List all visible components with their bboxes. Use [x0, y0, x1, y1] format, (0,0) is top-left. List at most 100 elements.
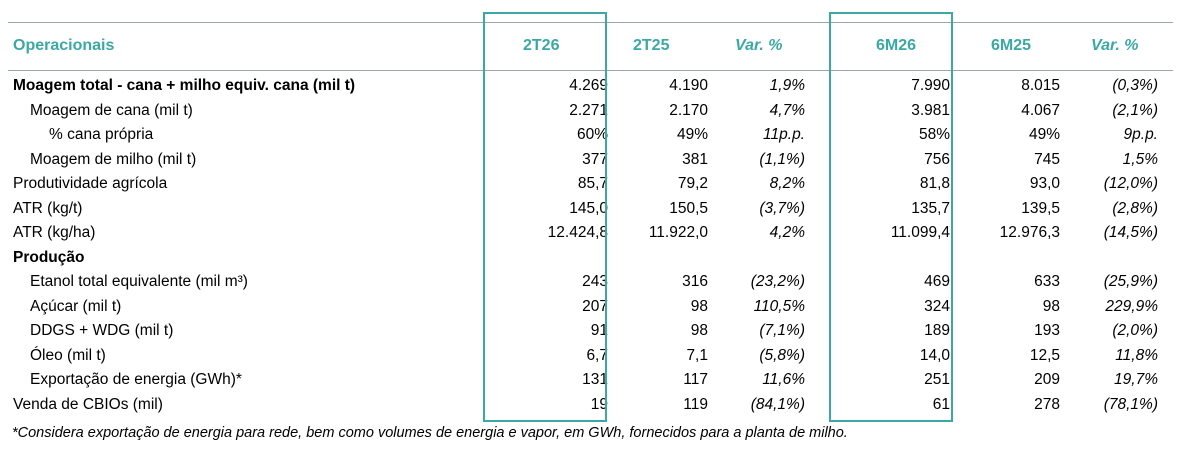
value-6m26: 469	[924, 273, 950, 290]
value-2t25: 98	[690, 297, 708, 315]
table-row: Moagem de cana (mil t) 2.271 2.170 4,7% 3.98…	[8, 99, 1173, 124]
row-label: Etanol total equivalente (mil m³)	[30, 273, 248, 290]
value-var-quarter: 11,6%	[762, 371, 805, 388]
row-label: Moagem de milho (mil t)	[30, 150, 197, 168]
value-var-quarter: (7,1%)	[759, 322, 805, 339]
row-label: Moagem de cana (mil t)	[30, 101, 193, 119]
value-2t26: 145,0	[569, 199, 608, 217]
value-var-semester: 1,5%	[1122, 150, 1158, 168]
value-6m26: 11.099,4	[890, 224, 950, 241]
value-6m25: 209	[1034, 371, 1060, 388]
value-6m26: 189	[924, 322, 950, 339]
value-6m25: 193	[1034, 322, 1060, 339]
value-2t25: 98	[690, 322, 708, 339]
footnote: *Considera exportação de energia para re…	[12, 425, 848, 441]
value-2t25: 381	[682, 150, 708, 168]
value-6m26: 3.981	[911, 101, 950, 119]
row-label: Produtividade agrícola	[13, 175, 168, 192]
highlight-6m26-column	[829, 12, 953, 422]
value-var-quarter: 110,5%	[753, 297, 805, 315]
value-2t25: 316	[682, 273, 708, 290]
value-2t25: 4.190	[669, 77, 708, 94]
row-label: Óleo (mil t)	[30, 346, 106, 364]
table-row: Venda de CBIOs (mil) 19 119 (84,1%) 61 278 (78…	[8, 393, 1173, 418]
row-label: Moagem total - cana + milho equiv. cana …	[13, 77, 356, 94]
row-label: ATR (kg/t)	[13, 199, 83, 217]
table-row: Etanol total equivalente (mil m³) 243 316 (…	[8, 270, 1173, 295]
value-2t26: 207	[582, 297, 608, 315]
value-var-quarter: (84,1%)	[750, 395, 805, 413]
row-label: Venda de CBIOs (mil)	[13, 395, 163, 413]
value-var-semester: (2,1%)	[1112, 101, 1158, 119]
header-col-6m25: 6M25	[991, 37, 1032, 54]
table-row: Açúcar (mil t) 207 98 110,5% 324 98 229,9%	[8, 295, 1173, 320]
value-var-semester: (25,9%)	[1103, 273, 1158, 290]
header-col-var-quarter: Var. %	[735, 37, 783, 54]
value-6m25: 4.067	[1021, 101, 1060, 119]
table-row: Produção	[8, 246, 1173, 271]
value-6m25: 8.015	[1021, 77, 1060, 94]
value-var-semester: 11,8%	[1115, 346, 1158, 364]
value-6m25: 98	[1042, 297, 1060, 315]
value-6m25: 278	[1034, 395, 1060, 413]
value-var-quarter: 4,2%	[769, 224, 805, 241]
table-row: Moagem total - cana + milho equiv. cana …	[8, 74, 1173, 99]
value-2t26: 377	[582, 150, 608, 168]
value-2t25: 119	[683, 395, 708, 413]
value-2t26: 131	[582, 371, 608, 388]
header-col-2t25: 2T25	[633, 37, 670, 54]
table-row: % cana própria 60% 49% 11p.p. 58% 49% 9p.p.	[8, 123, 1173, 148]
value-6m26: 81,8	[919, 175, 950, 192]
table-header: Operacionais 2T26 2T25 Var. % 6M26 6M25 …	[8, 22, 1173, 70]
row-label: DDGS + WDG (mil t)	[30, 322, 174, 339]
value-2t26: 12.424,8	[547, 224, 608, 241]
value-var-quarter: (23,2%)	[750, 273, 805, 290]
value-6m26: 14,0	[919, 346, 950, 364]
table-row: DDGS + WDG (mil t) 91 98 (7,1%) 189 193 (2,0%)	[8, 319, 1173, 344]
value-var-quarter: 8,2%	[769, 175, 805, 192]
value-6m26: 251	[924, 371, 950, 388]
value-var-quarter: 11p.p.	[763, 126, 805, 143]
value-var-semester: (12,0%)	[1103, 175, 1158, 192]
value-2t25: 79,2	[677, 175, 708, 192]
table-row: Exportação de energia (GWh)* 131 117 11,6% 2…	[8, 368, 1173, 393]
row-label: % cana própria	[49, 126, 154, 143]
value-var-semester: (0,3%)	[1112, 77, 1158, 94]
value-6m26: 61	[932, 395, 950, 413]
value-6m25: 633	[1034, 273, 1060, 290]
value-var-quarter: 4,7%	[769, 101, 805, 119]
header-col-6m26: 6M26	[876, 37, 917, 54]
value-6m25: 745	[1034, 150, 1060, 168]
header-bottom-rule	[8, 70, 1173, 71]
table-row: ATR (kg/t) 145,0 150,5 (3,7%) 135,7 139,5 (2,8…	[8, 197, 1173, 222]
table-row: Óleo (mil t) 6,7 7,1 (5,8%) 14,0 12,5 11,8%	[8, 344, 1173, 369]
value-2t26: 85,7	[577, 175, 608, 192]
value-2t26: 91	[590, 322, 608, 339]
value-2t25: 117	[683, 371, 708, 388]
value-2t25: 11.922,0	[648, 224, 708, 241]
header-title: Operacionais	[13, 37, 115, 54]
value-2t25: 49%	[676, 126, 708, 143]
header-col-2t26: 2T26	[523, 37, 560, 54]
value-var-semester: 9p.p.	[1123, 126, 1158, 143]
value-var-semester: (78,1%)	[1103, 395, 1158, 413]
row-label: Açúcar (mil t)	[30, 297, 122, 315]
value-6m26: 756	[924, 150, 950, 168]
value-6m26: 58%	[918, 126, 950, 143]
value-6m26: 324	[924, 297, 950, 315]
value-2t25: 7,1	[686, 346, 708, 364]
value-6m25: 12.976,3	[999, 224, 1060, 241]
value-2t25: 150,5	[669, 199, 708, 217]
value-var-quarter: (3,7%)	[759, 199, 805, 217]
value-var-quarter: 1,9%	[769, 77, 805, 94]
value-2t26: 60%	[576, 126, 608, 143]
highlight-2t26-column	[483, 12, 607, 422]
value-2t26: 6,7	[586, 346, 608, 364]
header-col-var-semester: Var. %	[1091, 37, 1139, 54]
header-top-rule	[8, 22, 1173, 23]
value-2t26: 4.269	[569, 77, 608, 94]
value-6m25: 93,0	[1029, 175, 1060, 192]
value-2t26: 243	[582, 273, 608, 290]
table-row: Moagem de milho (mil t) 377 381 (1,1%) 756 74…	[8, 148, 1173, 173]
table-row: ATR (kg/ha) 12.424,8 11.922,0 4,2% 11.099,4 1…	[8, 221, 1173, 246]
